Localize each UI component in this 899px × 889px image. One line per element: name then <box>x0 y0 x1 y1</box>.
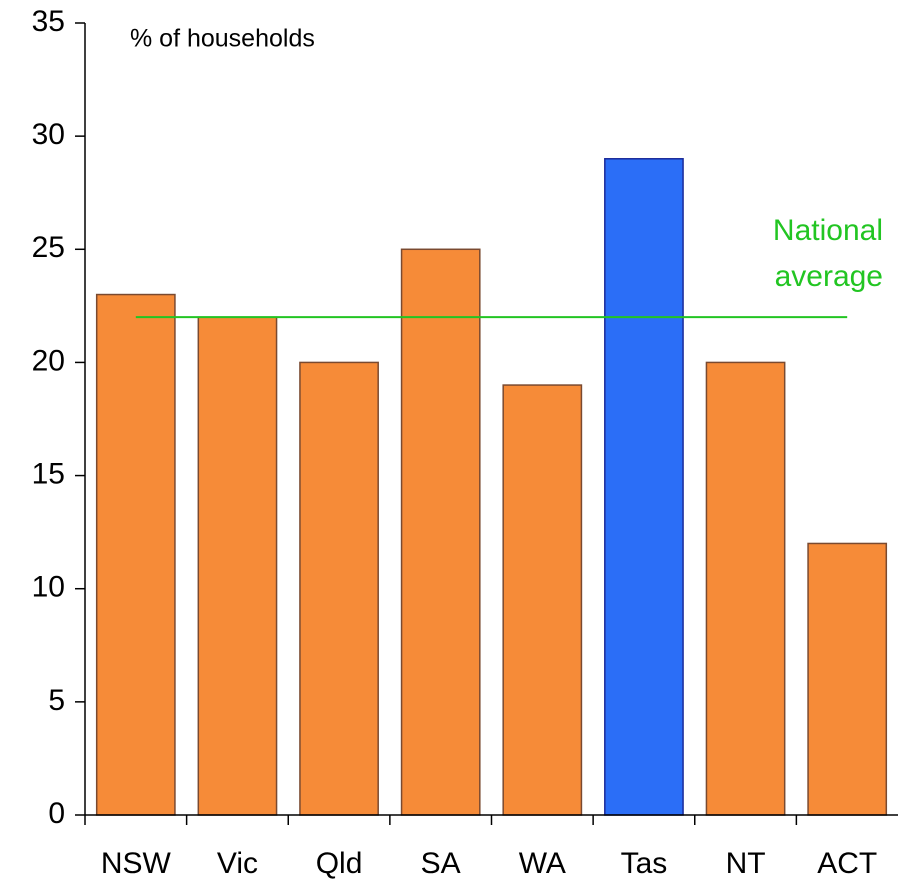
y-tick-label: 15 <box>32 457 65 490</box>
y-tick-label: 0 <box>48 797 65 830</box>
reference-line-label: average <box>775 260 883 293</box>
bar <box>400 248 481 816</box>
bar <box>299 361 379 816</box>
x-tick-label: Tas <box>621 847 668 880</box>
x-tick-label: WA <box>519 847 566 880</box>
bar <box>807 542 888 816</box>
y-tick-label: 20 <box>32 344 65 377</box>
y-axis-label: % of households <box>130 25 315 53</box>
y-tick-label: 30 <box>32 118 65 151</box>
bar <box>95 293 176 816</box>
bar <box>604 158 684 816</box>
x-tick-label: ACT <box>817 847 877 880</box>
y-tick-label: 5 <box>48 684 65 717</box>
bar <box>705 361 786 816</box>
reference-line-label: National <box>773 214 883 247</box>
bar <box>197 316 278 816</box>
y-tick-label: 10 <box>32 571 65 604</box>
x-tick-label: SA <box>421 847 461 880</box>
y-tick-label: 25 <box>32 231 65 264</box>
x-tick-label: Qld <box>316 847 363 880</box>
bar <box>502 384 583 816</box>
x-tick-label: NT <box>726 847 766 880</box>
x-tick-label: Vic <box>217 847 258 880</box>
x-tick-label: NSW <box>101 847 172 880</box>
y-tick-label: 35 <box>32 5 65 38</box>
